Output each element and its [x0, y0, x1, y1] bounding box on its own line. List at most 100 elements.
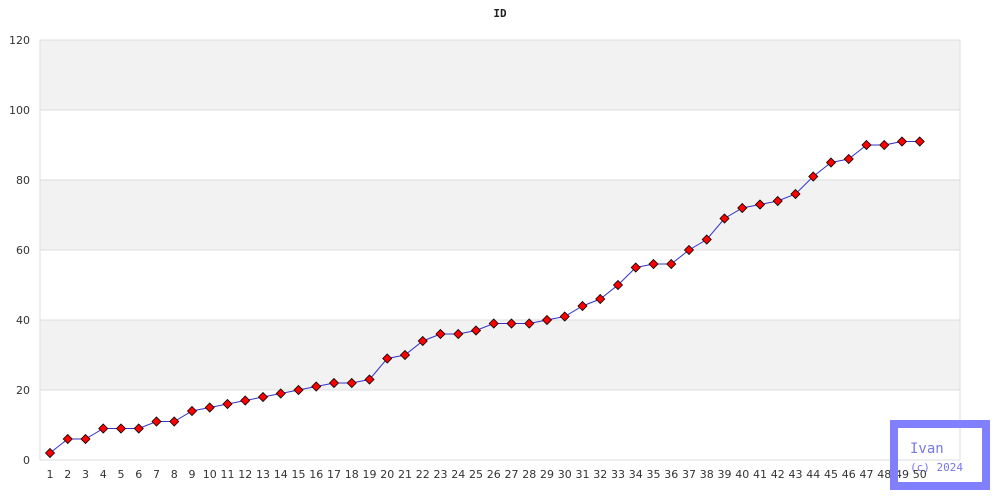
x-tick-label: 41 [753, 468, 767, 481]
data-point-marker [382, 353, 393, 364]
data-point-marker [257, 391, 269, 403]
x-tick-label: 2 [64, 468, 71, 481]
data-point-marker [790, 188, 801, 200]
data-point-marker [737, 202, 748, 214]
x-tick-label: 32 [593, 468, 607, 481]
x-tick-label: 4 [100, 468, 107, 481]
x-tick-label: 37 [682, 468, 696, 481]
x-tick-label: 33 [611, 468, 625, 481]
x-tick-label: 35 [647, 468, 661, 481]
data-point-marker [666, 258, 677, 270]
y-tick-label: 120 [9, 34, 30, 47]
y-tick-label: 0 [23, 454, 30, 467]
data-point-marker [861, 139, 872, 151]
data-point-marker [186, 405, 198, 417]
data-point-marker [62, 433, 73, 445]
x-tick-label: 28 [522, 468, 536, 481]
data-point-marker [328, 377, 340, 389]
x-tick-label: 5 [118, 468, 125, 481]
watermark-frame [890, 420, 990, 490]
plot-background-bands [40, 40, 960, 460]
data-point-marker [98, 423, 109, 434]
data-point-marker [222, 398, 233, 410]
watermark-copyright: (c) 2024 [910, 461, 963, 474]
x-tick-label: 29 [540, 468, 554, 481]
watermark-name: Ivan [910, 441, 944, 457]
data-point-marker [772, 195, 783, 207]
x-tick-label: 9 [189, 468, 196, 481]
data-point-marker [719, 213, 730, 224]
data-point-marker [488, 318, 499, 329]
plot-band [40, 390, 960, 460]
watermark: Ivan (c) 2024 [890, 420, 990, 490]
data-point-marker [648, 258, 659, 270]
x-tick-label: 12 [238, 468, 252, 481]
x-tick-label: 23 [434, 468, 448, 481]
x-tick-label: 18 [345, 468, 359, 481]
data-point-marker [825, 157, 837, 168]
x-tick-label: 39 [718, 468, 732, 481]
x-tick-label: 40 [735, 468, 749, 481]
series-markers [44, 136, 925, 459]
data-point-marker [843, 153, 854, 165]
data-point-marker [506, 318, 517, 329]
chart-title: ID [493, 7, 507, 20]
data-point-marker [914, 136, 925, 147]
x-tick-label: 47 [860, 468, 874, 481]
x-tick-label: 46 [842, 468, 856, 481]
plot-band [40, 40, 960, 110]
data-point-marker [364, 374, 375, 385]
x-tick-label: 44 [806, 468, 820, 481]
y-tick-label: 80 [16, 174, 30, 187]
x-tick-label: 22 [416, 468, 430, 481]
data-point-marker [612, 279, 624, 291]
x-tick-label: 25 [469, 468, 483, 481]
x-tick-label: 14 [274, 468, 288, 481]
x-tick-label: 50 [913, 468, 927, 481]
x-tick-label: 31 [576, 468, 590, 481]
data-point-marker [293, 384, 304, 396]
y-tick-label: 60 [16, 244, 30, 257]
x-tick-label: 27 [505, 468, 519, 481]
data-point-marker [399, 349, 411, 361]
x-tick-label: 11 [221, 468, 235, 481]
x-tick-label: 20 [380, 468, 394, 481]
x-tick-label: 21 [398, 468, 412, 481]
x-tick-label: 30 [558, 468, 572, 481]
x-tick-label: 34 [629, 468, 643, 481]
x-axis-ticks: 1 2 3 4 5 6 7 8 9 10 11 12 13 14 15 16 17 18 19 20 21 22 23 24 2… [47, 468, 927, 481]
x-tick-label: 49 [895, 468, 909, 481]
x-tick-label: 19 [363, 468, 377, 481]
x-tick-label: 10 [203, 468, 217, 481]
y-axis-ticks: 0 20 40 60 80 100 120 [9, 34, 30, 467]
x-tick-label: 36 [664, 468, 678, 481]
x-tick-label: 6 [135, 468, 142, 481]
data-point-marker [577, 300, 588, 312]
data-point-marker [524, 318, 535, 329]
x-tick-label: 17 [327, 468, 341, 481]
x-tick-label: 24 [451, 468, 465, 481]
data-point-marker [470, 325, 482, 336]
data-point-marker [275, 388, 286, 399]
x-tick-label: 13 [256, 468, 270, 481]
data-point-marker [683, 244, 695, 256]
data-point-marker [133, 423, 144, 434]
data-point-marker [595, 293, 606, 305]
x-tick-label: 45 [824, 468, 838, 481]
y-tick-label: 20 [16, 384, 30, 397]
x-tick-label: 26 [487, 468, 501, 481]
data-point-marker [896, 136, 908, 147]
x-tick-label: 15 [292, 468, 306, 481]
data-point-marker [115, 423, 127, 434]
data-point-marker [559, 311, 570, 322]
plot-band [40, 250, 960, 320]
data-point-marker [240, 395, 251, 406]
data-point-marker [701, 234, 712, 245]
x-tick-label: 8 [171, 468, 178, 481]
gridlines [39, 39, 961, 461]
x-tick-label: 3 [82, 468, 89, 481]
x-tick-label: 1 [47, 468, 54, 481]
x-tick-label: 42 [771, 468, 785, 481]
data-point-marker [541, 314, 553, 326]
data-point-marker [630, 262, 641, 273]
